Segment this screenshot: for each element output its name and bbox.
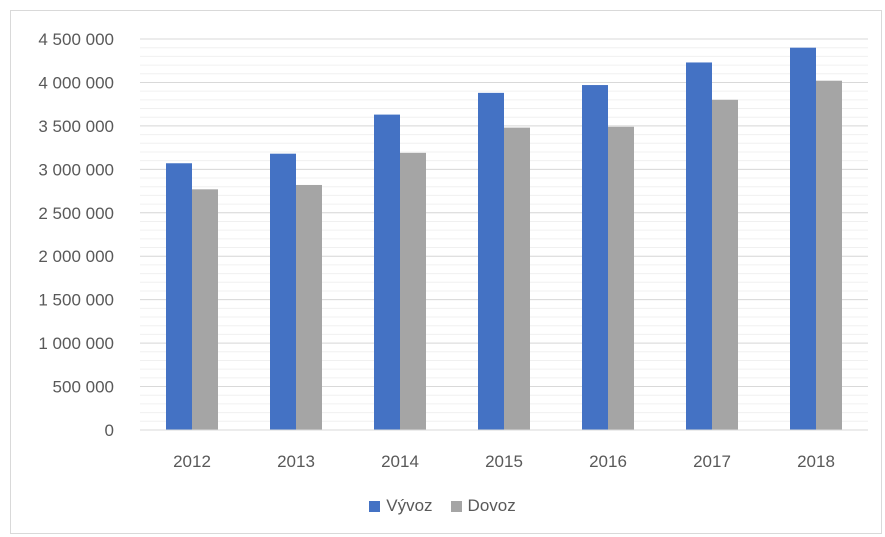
bar-vyvoz-2014	[374, 114, 400, 431]
legend-swatch-vyvoz	[369, 500, 381, 512]
y-tick-label: 1 000 000	[38, 334, 114, 353]
legend-swatch-dovoz	[450, 500, 462, 512]
bar-vyvoz-2016	[582, 85, 608, 430]
bar-dovoz-2015	[504, 127, 530, 431]
x-tick-label: 2013	[277, 452, 315, 471]
bar-dovoz-2013	[296, 184, 322, 430]
bar-vyvoz-2012	[166, 163, 192, 431]
x-tick-label: 2014	[381, 452, 419, 471]
legend: Vývoz Dovoz	[0, 496, 885, 516]
y-tick-label: 3 000 000	[38, 160, 114, 179]
x-tick-label: 2012	[173, 452, 211, 471]
legend-item-dovoz: Dovoz	[450, 496, 516, 516]
x-tick-label: 2018	[797, 452, 835, 471]
y-tick-label: 500 000	[53, 378, 114, 397]
bar-vyvoz-2013	[270, 153, 296, 430]
legend-item-vyvoz: Vývoz	[369, 496, 433, 516]
y-tick-label: 3 500 000	[38, 117, 114, 136]
bar-dovoz-2014	[400, 152, 426, 430]
x-tick-label: 2017	[693, 452, 731, 471]
bar-dovoz-2018	[816, 80, 842, 430]
legend-label-dovoz: Dovoz	[467, 496, 516, 515]
y-tick-label: 4 000 000	[38, 73, 114, 92]
y-tick-label: 1 500 000	[38, 291, 114, 310]
bar-vyvoz-2018	[790, 47, 816, 430]
y-tick-label: 0	[105, 421, 114, 440]
x-tick-label: 2016	[589, 452, 627, 471]
y-tick-label: 2 500 000	[38, 204, 114, 223]
bar-dovoz-2012	[192, 189, 218, 430]
bar-vyvoz-2015	[478, 92, 504, 431]
bar-vyvoz-2017	[686, 62, 712, 431]
y-tick-label: 4 500 000	[38, 30, 114, 49]
bar-dovoz-2017	[712, 99, 738, 431]
y-tick-label: 2 000 000	[38, 247, 114, 266]
bar-dovoz-2016	[608, 126, 634, 430]
legend-label-vyvoz: Vývoz	[386, 496, 433, 515]
x-tick-label: 2015	[485, 452, 523, 471]
